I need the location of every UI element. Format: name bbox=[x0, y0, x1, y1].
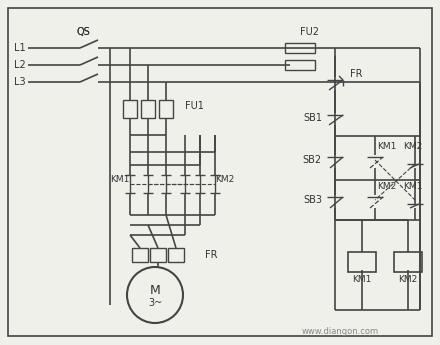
Text: 3~: 3~ bbox=[148, 298, 162, 308]
Text: L2: L2 bbox=[14, 60, 26, 70]
Text: KM1: KM1 bbox=[110, 175, 129, 184]
Text: FR: FR bbox=[350, 69, 363, 79]
Text: KM2: KM2 bbox=[215, 175, 234, 184]
Text: www.diangon.com: www.diangon.com bbox=[301, 327, 378, 336]
Text: KM2: KM2 bbox=[377, 181, 396, 190]
Text: KM1: KM1 bbox=[403, 181, 423, 190]
Bar bbox=[123, 100, 137, 118]
Text: FU2: FU2 bbox=[301, 27, 319, 37]
Text: KM1: KM1 bbox=[377, 141, 396, 150]
Bar bbox=[132, 248, 148, 262]
Circle shape bbox=[127, 267, 183, 323]
Text: SB2: SB2 bbox=[303, 155, 322, 165]
Bar bbox=[168, 248, 184, 262]
Text: KM2: KM2 bbox=[403, 141, 423, 150]
Text: FU1: FU1 bbox=[185, 101, 204, 111]
Text: QS: QS bbox=[76, 27, 90, 37]
Text: SB3: SB3 bbox=[303, 195, 322, 205]
Bar bbox=[159, 100, 173, 118]
Text: QS: QS bbox=[76, 27, 90, 37]
Text: L1: L1 bbox=[14, 43, 26, 53]
Bar bbox=[285, 60, 315, 70]
Text: M: M bbox=[150, 284, 160, 296]
Text: KM2: KM2 bbox=[398, 276, 418, 285]
Text: L3: L3 bbox=[14, 77, 26, 87]
Bar bbox=[141, 100, 155, 118]
Bar bbox=[394, 252, 422, 272]
Bar bbox=[285, 43, 315, 53]
Text: KM1: KM1 bbox=[352, 276, 372, 285]
Bar bbox=[348, 252, 376, 272]
Text: SB1: SB1 bbox=[303, 113, 322, 123]
Bar bbox=[150, 248, 166, 262]
Text: FR: FR bbox=[205, 250, 217, 260]
